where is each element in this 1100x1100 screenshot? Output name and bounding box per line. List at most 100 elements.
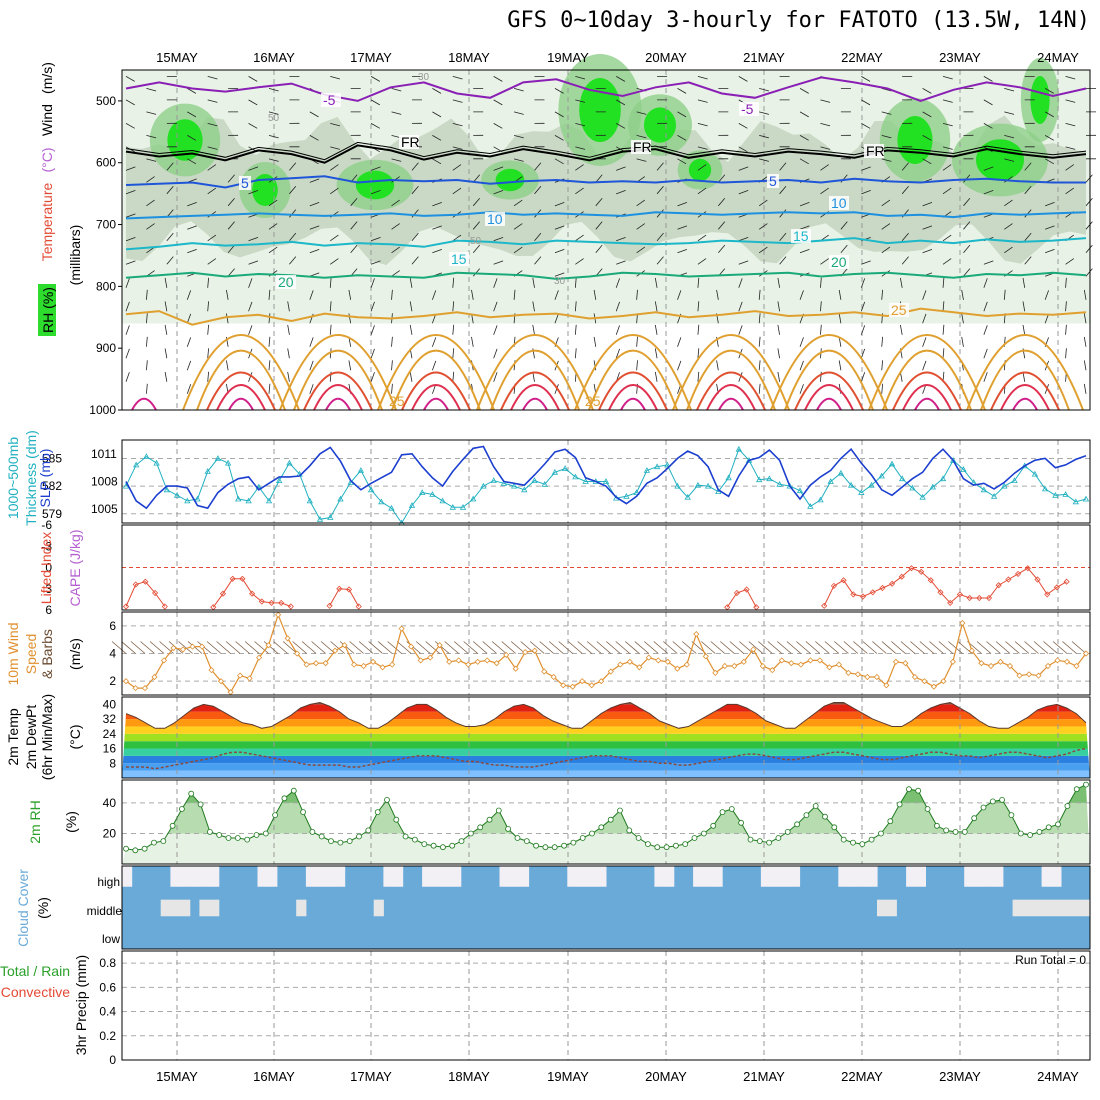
wind-barb — [922, 202, 933, 207]
wind-barb — [656, 232, 664, 242]
cloud-high-clear — [180, 866, 191, 887]
wind-barb — [554, 249, 565, 254]
stab-frame — [121, 524, 1091, 611]
li-point — [898, 573, 905, 580]
wind10-point — [427, 654, 434, 661]
wind-barb — [125, 260, 136, 265]
wind-barb — [493, 166, 504, 171]
wind-barb — [654, 301, 658, 312]
wind-barb — [187, 249, 197, 254]
li-point — [278, 599, 285, 606]
thickness-point — [643, 467, 651, 473]
wind-barb — [287, 348, 290, 359]
rh-50-band — [126, 115, 1086, 265]
li-point — [908, 565, 915, 572]
thickness-point — [990, 492, 998, 499]
wind-barb — [942, 258, 952, 265]
wind-barb — [432, 290, 437, 300]
cloud-high-clear — [915, 866, 926, 887]
thickness-point — [858, 489, 865, 495]
diurnal-contour-4-0 — [476, 334, 594, 411]
wind-barb — [207, 348, 209, 359]
wind-barb — [164, 371, 168, 382]
wind-barb — [409, 324, 413, 335]
wind-barb — [227, 221, 235, 230]
wind-barb — [1083, 313, 1087, 324]
li-line-0 — [125, 581, 166, 607]
li-line-4 — [823, 567, 1067, 607]
rh2m-point — [178, 806, 185, 812]
thickness-point — [449, 503, 456, 510]
wind-barb — [922, 290, 927, 300]
wind-barb — [329, 324, 332, 335]
wind-barb — [125, 372, 130, 382]
cloud-middle-clear — [1061, 899, 1072, 917]
precip-ytick-0: 0 — [109, 1053, 116, 1067]
wind10-point — [788, 660, 795, 667]
rh2m-point — [784, 829, 791, 835]
wind10-point — [493, 660, 500, 667]
wind-barb — [1004, 87, 1015, 92]
wind-barb — [289, 162, 297, 171]
wind10-point — [731, 662, 738, 670]
wind10-barb — [720, 641, 735, 654]
wind10-barb — [729, 641, 745, 654]
wind10-barb — [292, 641, 307, 654]
li-point — [210, 604, 217, 611]
wind-barb — [697, 164, 707, 171]
isotherm-label-bg — [399, 135, 419, 149]
diurnal-contour-1-4 — [228, 397, 254, 411]
wind10-barb — [634, 641, 650, 654]
wind-barb — [350, 221, 358, 230]
wind10-point — [883, 682, 890, 689]
diurnal-contour-9-4 — [1012, 397, 1038, 411]
temp-ytick-4: 40 — [103, 697, 117, 711]
isotherm-label-1: -5 — [741, 101, 754, 117]
isotherm-label-7: 10 — [487, 211, 503, 227]
thickness-point — [786, 482, 793, 489]
wind-barb — [881, 111, 892, 115]
wind-barb — [779, 256, 787, 265]
wind10-point — [379, 664, 386, 671]
cloud-high-clear — [780, 866, 791, 887]
wind-barb — [409, 301, 413, 312]
upper-ytick-4: 900 — [96, 341, 116, 355]
wind-barb — [963, 244, 971, 254]
wind10-barb — [197, 641, 212, 654]
wind-barb — [574, 301, 577, 312]
label-pressure: (millibars) — [67, 225, 83, 286]
rh2m-point — [458, 838, 465, 844]
wind-barb — [309, 360, 314, 371]
wind10-point — [446, 658, 453, 665]
wind-barb — [654, 277, 658, 288]
thickness-point — [602, 478, 610, 484]
label-wind10-1: 10m Wind — [5, 622, 21, 685]
wind10-barb — [843, 641, 859, 654]
diurnal-contour-8-3 — [902, 384, 952, 411]
thickness-point — [796, 487, 804, 494]
wind10-barb — [111, 641, 127, 654]
wind-barb — [186, 290, 192, 300]
cloud-high-clear — [789, 866, 801, 887]
wind-barb — [146, 313, 148, 324]
temp-ytick-2: 24 — [103, 727, 117, 741]
thickness-point — [817, 496, 824, 503]
wind-barb — [881, 223, 891, 230]
run-total-label: Run Total = 0 — [1015, 953, 1086, 967]
wind10-point — [826, 664, 833, 671]
wind-barb — [779, 162, 787, 171]
label-lifted-index: Lifted Index — [38, 532, 54, 604]
wind-barb — [146, 199, 155, 207]
isotherm-label-bg — [631, 140, 651, 154]
li-point — [927, 577, 934, 584]
wind-barb — [472, 244, 481, 254]
wind10-point — [569, 683, 576, 690]
wind10-point — [797, 661, 804, 668]
wind10-barb — [1014, 641, 1030, 654]
wind10-barb — [938, 641, 954, 654]
rh-ytick-1: 40 — [103, 796, 117, 810]
wind-barb — [656, 256, 664, 265]
diurnal-contour-7-1 — [784, 349, 874, 411]
wind-barb — [227, 197, 235, 207]
